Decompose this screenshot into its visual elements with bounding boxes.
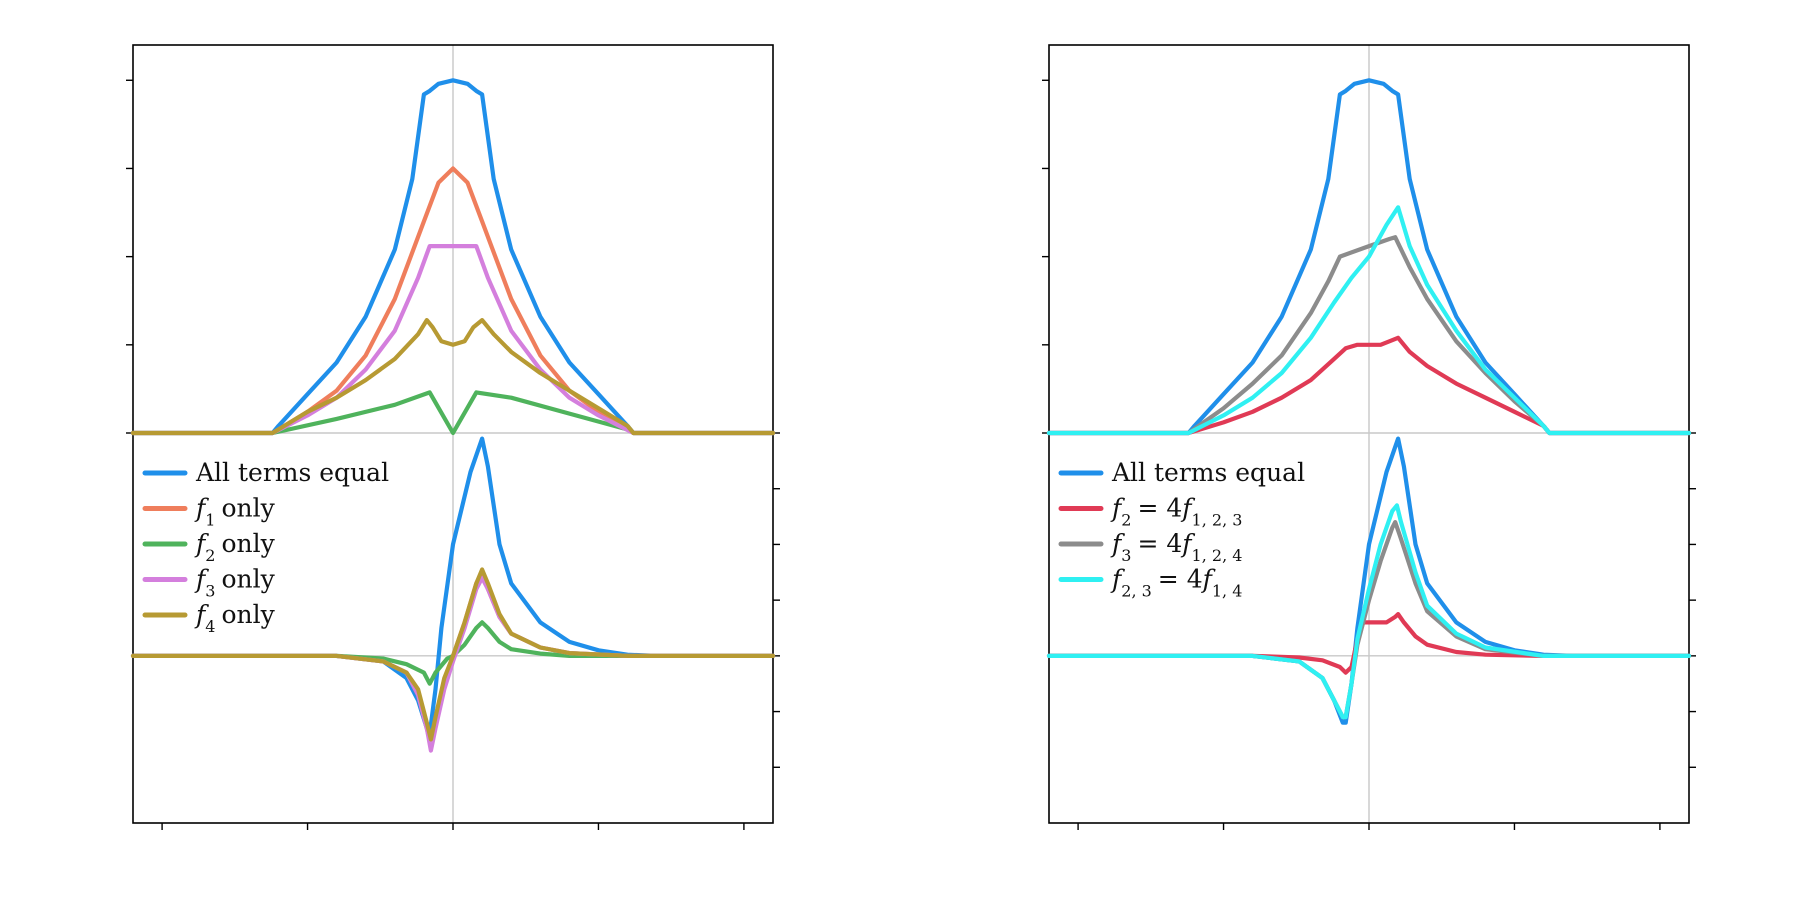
legend-suffix-f: f — [1201, 565, 1216, 594]
legend-label: f — [194, 565, 209, 594]
legend-entry: f1 only — [194, 494, 276, 530]
legend-label: f — [194, 494, 209, 523]
legend-label: f — [194, 600, 209, 629]
legend-subscript: 3 — [1121, 546, 1131, 565]
flux-series-line — [130, 78, 776, 436]
phase-series-line — [1046, 503, 1692, 720]
flux-series-line — [1046, 235, 1692, 436]
legend-entry: f2, 3 = 4f1, 4 — [1110, 565, 1242, 601]
legend-suffix-subscript: 1, 4 — [1212, 582, 1243, 601]
legend-suffix: only — [221, 565, 275, 594]
legend-entry: f2 = 4f1, 2, 3 — [1110, 494, 1242, 530]
legend-label: f — [1110, 494, 1125, 523]
legend-entry: f2 only — [194, 529, 276, 565]
legend-suffix: = 4 — [1137, 494, 1182, 523]
flux-series-line — [1046, 335, 1692, 436]
legend-subscript: 2 — [205, 546, 215, 565]
legend-entry: f3 = 4f1, 2, 4 — [1110, 529, 1242, 565]
legend-suffix: = 4 — [1137, 529, 1182, 558]
flux-series-line — [1046, 205, 1692, 436]
legend-suffix-f: f — [1180, 494, 1195, 523]
legend-suffix-f: f — [1180, 529, 1195, 558]
flux-series-line — [130, 318, 776, 436]
legend-subscript: 3 — [205, 582, 215, 601]
legend-label: All terms equal — [1111, 458, 1305, 487]
legend-entry: f4 only — [194, 600, 276, 636]
legend-subscript: 2 — [1121, 511, 1131, 530]
legend-label: f — [1110, 529, 1125, 558]
phase-series-line — [1046, 611, 1692, 675]
legend-suffix: = 4 — [1158, 565, 1203, 594]
legend-suffix: only — [221, 529, 275, 558]
legend-label: f — [1110, 565, 1125, 594]
legend-subscript: 2, 3 — [1121, 582, 1152, 601]
legend-label: f — [194, 529, 209, 558]
flux-series-line — [1046, 78, 1692, 436]
legend-subscript: 4 — [205, 617, 215, 636]
legend-entry: All terms equal — [195, 458, 389, 487]
legend-suffix: only — [221, 494, 275, 523]
legend-suffix-subscript: 1, 2, 3 — [1192, 511, 1243, 530]
legend-entry: f3 only — [194, 565, 276, 601]
legend-suffix-subscript: 1, 2, 4 — [1192, 546, 1243, 565]
phase-series-line — [130, 436, 776, 737]
legend-suffix: only — [221, 600, 275, 629]
legend-label: All terms equal — [195, 458, 389, 487]
phase-series-line — [130, 567, 776, 742]
legend-subscript: 1 — [205, 511, 215, 530]
legend-entry: All terms equal — [1111, 458, 1305, 487]
